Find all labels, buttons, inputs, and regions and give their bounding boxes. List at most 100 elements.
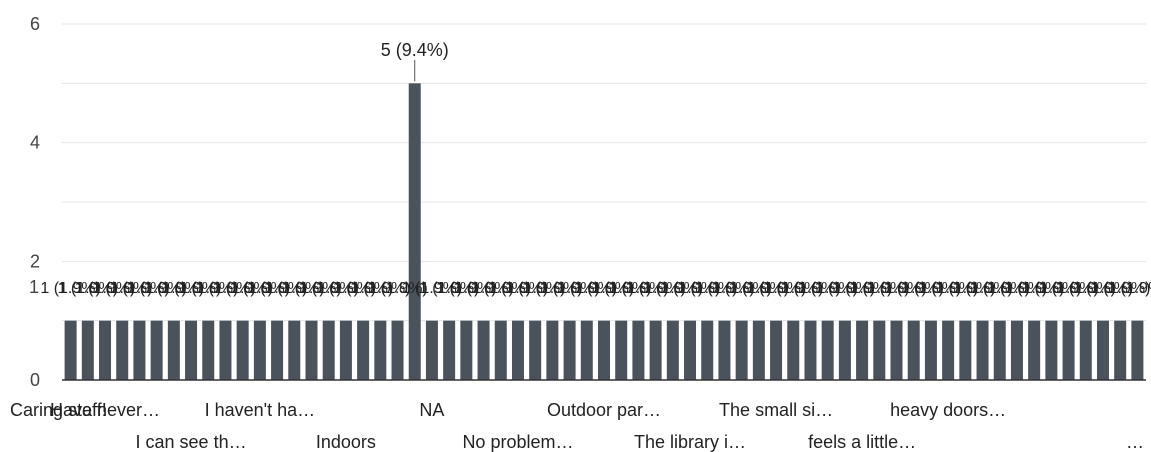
data-label: 1 (1.9%)	[539, 280, 599, 297]
data-label: 1 (1.9%)	[608, 280, 668, 297]
data-label: 1 (1.9%)	[419, 280, 479, 297]
bar	[236, 320, 249, 380]
data-label: 1 (1.9%)	[298, 280, 358, 297]
data-label: 1 (1.9%)	[832, 280, 892, 297]
data-label: 1 (1.9%)	[333, 280, 393, 297]
bar	[81, 320, 94, 380]
data-label: 1 (1.9%)	[815, 280, 875, 297]
bar	[460, 320, 473, 380]
bar	[649, 320, 662, 380]
bar	[494, 320, 507, 380]
data-label: 1 (1.9%)	[866, 280, 926, 297]
data-label: 1 (1.9%)	[591, 280, 651, 297]
data-label: 1 (1.9%)	[694, 280, 754, 297]
data-label: 1 (1.9%)	[987, 280, 1047, 297]
data-label: 1 (1.9%)	[195, 280, 255, 297]
data-label: 1 (1.9%)	[625, 280, 685, 297]
bar	[133, 320, 146, 380]
data-label: 1 (1.9%)	[75, 280, 135, 297]
bar	[770, 320, 783, 380]
bar	[976, 320, 989, 380]
bar	[288, 320, 301, 380]
bar	[1028, 320, 1041, 380]
data-label: 1 (1.9%)	[488, 280, 548, 297]
data-label: 1 (1.9%)	[522, 280, 582, 297]
data-label: 1 (1.9%)	[643, 280, 703, 297]
x-category-label: The library i…	[634, 432, 746, 452]
bar	[580, 320, 593, 380]
data-label: 1 (1.9%)	[935, 280, 995, 297]
data-label: 1 (1.9%)	[660, 280, 720, 297]
data-label: 1 (1.9%)	[1107, 280, 1151, 297]
x-category-label: I can see th…	[136, 432, 247, 452]
x-category-label: The small si…	[719, 400, 833, 420]
data-label: 1 (1.9%)	[918, 280, 978, 297]
data-label: 1 (1.9%)	[281, 280, 341, 297]
data-label: 1 (1.9%)	[883, 280, 943, 297]
bar	[357, 320, 370, 380]
bar	[907, 320, 920, 380]
data-label: 1 (1.9%)	[505, 280, 565, 297]
bar	[1114, 320, 1127, 380]
bar	[64, 320, 77, 380]
bar	[253, 320, 266, 380]
data-label: 1 (1.9%)	[901, 280, 961, 297]
bar	[873, 320, 886, 380]
data-label: 1 (1.9%)	[58, 280, 118, 297]
bar	[150, 320, 163, 380]
data-label: 1 (1.9%)	[161, 280, 221, 297]
data-label: 1 (1.9%)	[1004, 280, 1064, 297]
y-tick-label: 2	[30, 251, 40, 271]
y-tick-label: 0	[30, 370, 40, 390]
bar	[1131, 320, 1144, 380]
x-category-label: Outdoor par…	[547, 400, 661, 420]
bar	[838, 320, 851, 380]
bar	[408, 83, 421, 380]
data-label: 1	[29, 277, 39, 297]
data-label: 1 (1.9%)	[1021, 280, 1081, 297]
bar	[443, 320, 456, 380]
data-label: 1 (1.9%)	[316, 280, 376, 297]
x-category-label: Caring staff!	[10, 400, 107, 420]
data-label: 1 (1.9%)	[1090, 280, 1150, 297]
bar	[701, 320, 714, 380]
data-label: 1 (1.9%)	[1056, 280, 1116, 297]
data-label: 1 (1.9%)	[1038, 280, 1098, 297]
bar	[391, 320, 404, 380]
data-label: 1 (1.9%)	[952, 280, 1012, 297]
data-label: 1 (1.9%)	[763, 280, 823, 297]
data-label: 1 (1.9%)	[367, 280, 427, 297]
bar	[684, 320, 697, 380]
bar	[167, 320, 180, 380]
data-label-peak: 5 (9.4%)	[381, 40, 449, 60]
data-label: 1 (1.9%)	[109, 280, 169, 297]
data-label: 1 (1.9%)	[178, 280, 238, 297]
data-label: 1 (1.9%)	[126, 280, 186, 297]
bar	[666, 320, 679, 380]
bar	[856, 320, 869, 380]
data-label: 1 (1.9%)	[247, 280, 307, 297]
bar	[890, 320, 903, 380]
bar	[1010, 320, 1023, 380]
data-label: 1 (1.9%)	[212, 280, 272, 297]
bar	[202, 320, 215, 380]
data-label: 1 (1.9%)	[797, 280, 857, 297]
data-label: 1 (1.9%)	[849, 280, 909, 297]
bar	[787, 320, 800, 380]
bar	[752, 320, 765, 380]
bar	[804, 320, 817, 380]
data-label: 1 (1.9%)	[92, 280, 152, 297]
bar	[339, 320, 352, 380]
data-label: 1 (1.9%)	[436, 280, 496, 297]
bar	[993, 320, 1006, 380]
data-label: 1 (1.9%)	[40, 280, 100, 297]
data-label: 1 (1.9%)	[144, 280, 204, 297]
bar	[718, 320, 731, 380]
bar	[1045, 320, 1058, 380]
y-tick-label: 4	[30, 133, 40, 153]
x-category-label: …	[1126, 432, 1144, 452]
x-category-label: Indoors	[316, 432, 376, 452]
bar	[1079, 320, 1092, 380]
x-category-label: heavy doors…	[890, 400, 1006, 420]
